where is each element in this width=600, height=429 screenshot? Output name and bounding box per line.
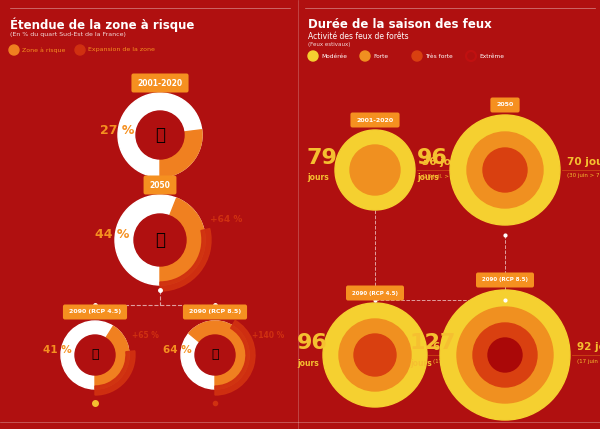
Text: +64 %: +64 %	[210, 215, 242, 224]
Circle shape	[457, 307, 553, 403]
Circle shape	[350, 145, 400, 195]
Wedge shape	[95, 351, 135, 395]
Wedge shape	[215, 320, 255, 395]
Text: 41 %: 41 %	[43, 345, 72, 355]
Text: 2090 (RCP 4.5): 2090 (RCP 4.5)	[352, 290, 398, 296]
Text: 🔥: 🔥	[155, 126, 165, 144]
Circle shape	[181, 321, 249, 389]
Circle shape	[9, 45, 19, 55]
FancyBboxPatch shape	[63, 305, 127, 320]
Circle shape	[75, 335, 115, 375]
Text: Expansion de la zone: Expansion de la zone	[88, 48, 155, 52]
FancyBboxPatch shape	[490, 97, 520, 112]
FancyBboxPatch shape	[183, 305, 247, 320]
Circle shape	[118, 93, 202, 177]
Wedge shape	[189, 321, 249, 389]
Text: 2050: 2050	[496, 103, 514, 108]
Text: 2090 (RCP 8.5): 2090 (RCP 8.5)	[482, 278, 528, 283]
Circle shape	[450, 115, 560, 225]
Circle shape	[339, 319, 411, 391]
Text: 96: 96	[297, 333, 328, 353]
Text: Durée de la saison des feux: Durée de la saison des feux	[308, 18, 492, 31]
Text: jours: jours	[410, 359, 432, 368]
Text: Forte: Forte	[373, 54, 388, 58]
Text: (30 juin > 7 sept.): (30 juin > 7 sept.)	[567, 173, 600, 178]
Circle shape	[473, 323, 537, 387]
Text: (17 juin > 16 sept.): (17 juin > 16 sept.)	[577, 359, 600, 363]
Text: 2050: 2050	[149, 181, 170, 190]
Circle shape	[323, 303, 427, 407]
Text: jours: jours	[307, 173, 329, 182]
Text: 62 jours: 62 jours	[433, 342, 481, 352]
Circle shape	[115, 195, 205, 285]
Circle shape	[134, 214, 186, 266]
Circle shape	[195, 335, 235, 375]
Text: 🔥: 🔥	[211, 348, 219, 362]
Circle shape	[136, 111, 184, 159]
Text: Zone à risque: Zone à risque	[22, 47, 65, 53]
Text: (En % du quart Sud-Est de la France): (En % du quart Sud-Est de la France)	[10, 32, 126, 37]
FancyBboxPatch shape	[131, 73, 188, 93]
Text: 127: 127	[410, 333, 457, 353]
Circle shape	[335, 130, 415, 210]
Text: 79: 79	[307, 148, 338, 168]
Text: 27 %: 27 %	[100, 124, 134, 136]
Text: jours: jours	[297, 359, 319, 368]
Text: (18 juil. > 22 août): (18 juil. > 22 août)	[422, 173, 474, 179]
Text: 🔥: 🔥	[155, 231, 165, 249]
Text: +65 %: +65 %	[132, 330, 159, 339]
Circle shape	[412, 51, 422, 61]
FancyBboxPatch shape	[143, 175, 176, 194]
Wedge shape	[160, 130, 202, 177]
Text: (Feux estivaux): (Feux estivaux)	[308, 42, 350, 47]
Text: Très forte: Très forte	[425, 54, 453, 58]
Text: 44 %: 44 %	[95, 229, 130, 242]
Circle shape	[75, 45, 85, 55]
Text: 36 jours: 36 jours	[422, 157, 470, 167]
Circle shape	[360, 51, 370, 61]
Circle shape	[61, 321, 129, 389]
Text: Activité des feux de forêts: Activité des feux de forêts	[308, 32, 409, 41]
Circle shape	[488, 338, 522, 372]
Circle shape	[354, 334, 396, 376]
FancyBboxPatch shape	[346, 286, 404, 300]
Text: 2001-2020: 2001-2020	[356, 118, 394, 123]
Text: Étendue de la zone à risque: Étendue de la zone à risque	[10, 18, 194, 33]
Wedge shape	[95, 326, 129, 389]
Circle shape	[440, 290, 570, 420]
Text: 96: 96	[417, 148, 448, 168]
Text: 2001-2020: 2001-2020	[137, 79, 182, 88]
Text: 2090 (RCP 4.5): 2090 (RCP 4.5)	[69, 309, 121, 314]
Circle shape	[467, 132, 543, 208]
FancyBboxPatch shape	[476, 272, 534, 287]
Text: jours: jours	[417, 173, 439, 182]
Text: Modérée: Modérée	[321, 54, 347, 58]
Text: +140 %: +140 %	[252, 330, 284, 339]
FancyBboxPatch shape	[350, 112, 400, 127]
Text: (17 juin > 16 sept.): (17 juin > 16 sept.)	[433, 359, 487, 363]
Text: 92 jours: 92 jours	[577, 342, 600, 352]
Wedge shape	[160, 198, 205, 285]
Text: 2090 (RCP 8.5): 2090 (RCP 8.5)	[189, 309, 241, 314]
Text: 64 %: 64 %	[163, 345, 192, 355]
Text: Extrême: Extrême	[479, 54, 504, 58]
Circle shape	[483, 148, 527, 192]
Wedge shape	[160, 229, 211, 291]
Text: 🔥: 🔥	[91, 348, 99, 362]
Circle shape	[308, 51, 318, 61]
Text: 70 jours: 70 jours	[567, 157, 600, 167]
